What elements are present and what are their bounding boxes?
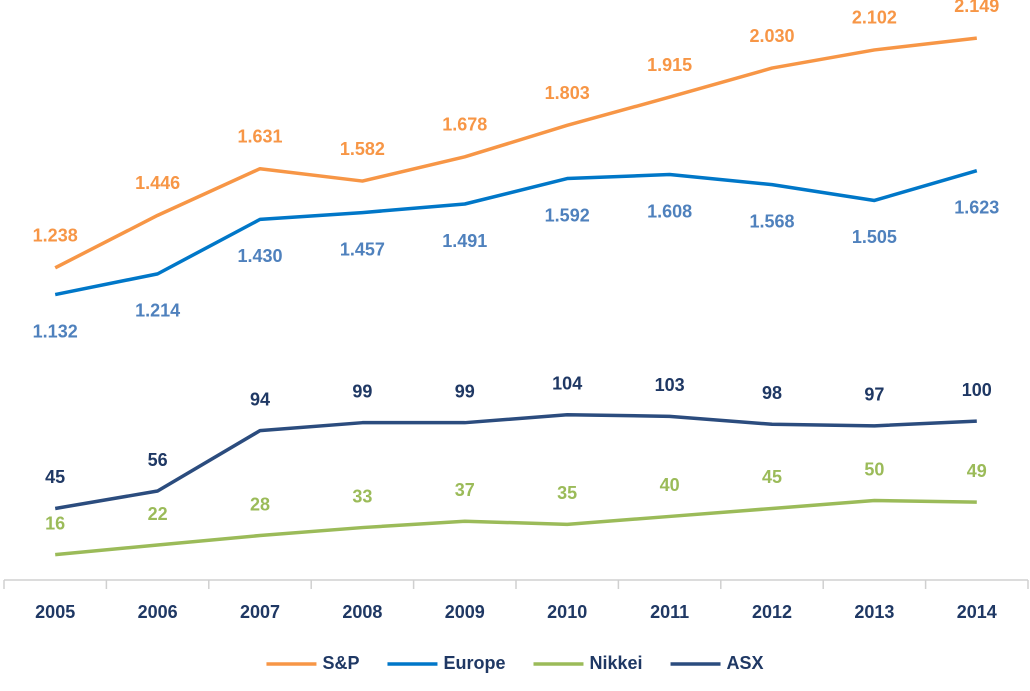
data-label: 50 <box>864 459 884 479</box>
data-label: 1.132 <box>33 321 78 341</box>
data-label: 97 <box>864 385 884 405</box>
data-label: 56 <box>148 450 168 470</box>
data-label: 28 <box>250 494 270 514</box>
data-label: 1.915 <box>647 55 692 75</box>
data-label: 1.631 <box>237 126 282 146</box>
data-label: 35 <box>557 483 577 503</box>
x-tick-label: 2014 <box>957 602 997 622</box>
x-tick-label: 2007 <box>240 602 280 622</box>
data-label: 99 <box>455 381 475 401</box>
data-label: 1.678 <box>442 115 487 135</box>
data-label: 2.149 <box>954 0 999 16</box>
data-label: 1.491 <box>442 231 487 251</box>
series-line <box>55 498 977 557</box>
data-label: 1.214 <box>135 301 180 321</box>
x-tick-label: 2012 <box>752 602 792 622</box>
x-tick-label: 2013 <box>854 602 894 622</box>
legend-label: Europe <box>443 653 505 673</box>
data-label: 98 <box>762 383 782 403</box>
series-line <box>54 412 977 511</box>
data-label: 1.430 <box>237 246 282 266</box>
x-tick-label: 2008 <box>342 602 382 622</box>
x-tick-label: 2005 <box>35 602 75 622</box>
legend-label: Nikkei <box>589 653 642 673</box>
data-label: 37 <box>455 480 475 500</box>
data-label: 1.446 <box>135 173 180 193</box>
data-label: 100 <box>962 380 992 400</box>
data-label: 1.238 <box>33 226 78 246</box>
data-label: 1.592 <box>545 205 590 225</box>
series-line <box>54 169 978 297</box>
data-label: 94 <box>250 389 270 409</box>
data-label: 1.582 <box>340 139 385 159</box>
data-label: 1.803 <box>545 83 590 103</box>
data-label: 45 <box>45 467 65 487</box>
x-tick-label: 2006 <box>138 602 178 622</box>
data-label: 99 <box>352 381 372 401</box>
data-label: 2.030 <box>749 26 794 46</box>
data-label: 45 <box>762 467 782 487</box>
data-label: 1.608 <box>647 201 692 221</box>
data-label: 1.457 <box>340 239 385 259</box>
data-label: 1.623 <box>954 197 999 217</box>
data-label: 40 <box>660 475 680 495</box>
data-label: 1.568 <box>749 211 794 231</box>
x-tick-label: 2010 <box>547 602 587 622</box>
data-label: 2.102 <box>852 8 897 28</box>
data-label: 16 <box>45 513 65 533</box>
legend-label: ASX <box>727 653 764 673</box>
data-label: 1.505 <box>852 227 897 247</box>
data-label: 22 <box>148 504 168 524</box>
data-label: 49 <box>967 461 987 481</box>
x-tick-label: 2009 <box>445 602 485 622</box>
series-line <box>54 36 978 270</box>
legend-label: S&P <box>322 653 359 673</box>
data-label: 104 <box>552 373 582 393</box>
data-label: 103 <box>655 375 685 395</box>
x-tick-label: 2011 <box>650 602 689 622</box>
data-label: 33 <box>352 486 372 506</box>
